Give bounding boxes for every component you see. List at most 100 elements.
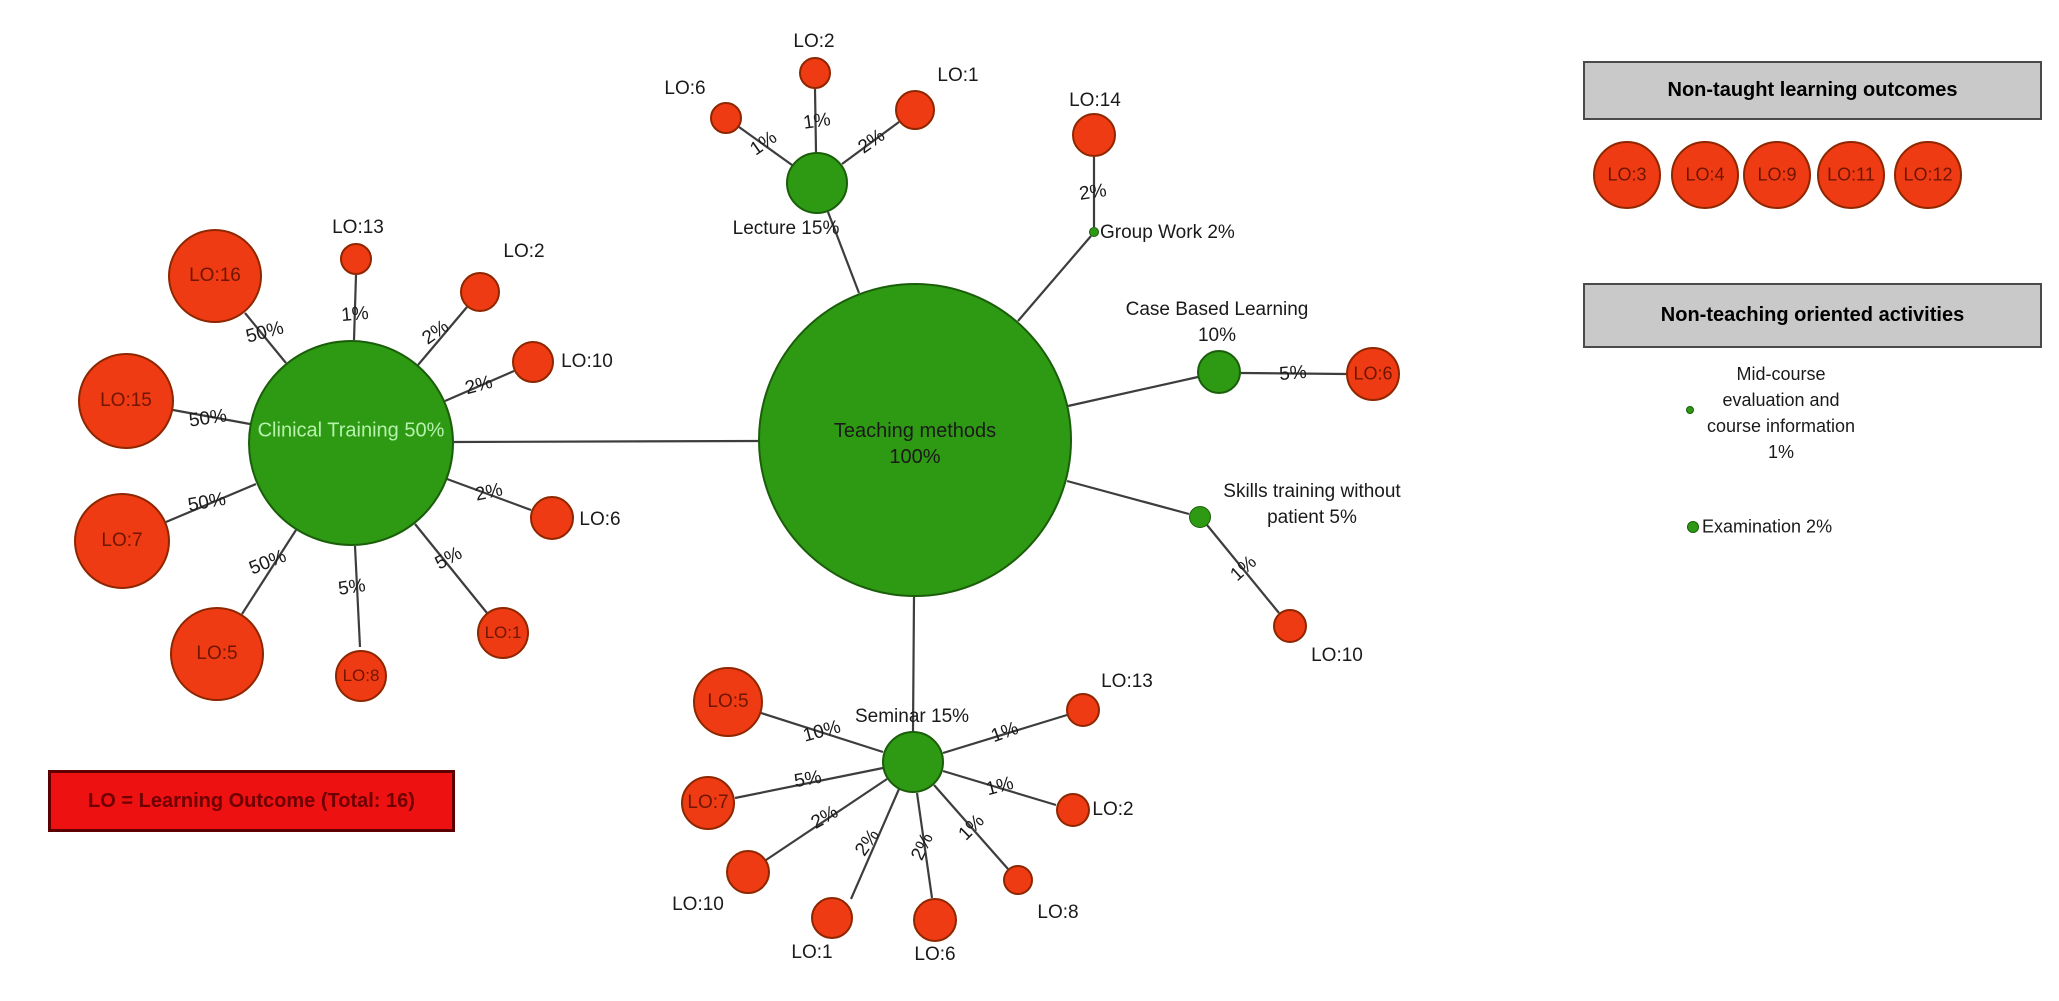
case-based-pct-label: 10% — [1197, 325, 1237, 346]
seminar-sat-lo6 — [913, 898, 957, 942]
clinical-sat-lo15 — [78, 353, 174, 449]
lecture-label: Lecture 15% — [732, 218, 840, 239]
teaching-methods-label-line2: 100% — [889, 446, 941, 468]
clinical-sat-lo7 — [74, 493, 170, 589]
skills-training-node — [1189, 506, 1211, 528]
skills-sat-lo10 — [1273, 609, 1307, 643]
seminar-label: Seminar 15% — [854, 706, 970, 727]
seminar-sat-lo8 — [1003, 865, 1033, 895]
case-based-sat-lo6-pct: 5% — [1278, 361, 1308, 386]
central-edges — [453, 211, 1199, 732]
skills-training-label-line1: Skills training without — [1223, 481, 1401, 502]
seminar-sat-lo5 — [693, 667, 763, 737]
clinical-sat-lo10 — [512, 341, 554, 383]
clinical-sat-lo13-pct: 1% — [340, 302, 370, 327]
clinical-sat-lo1 — [477, 607, 529, 659]
mid-course-dot — [1686, 406, 1694, 414]
seminar-edges — [734, 711, 1068, 900]
seminar-node — [882, 731, 944, 793]
clinical-sat-lo5-label: LO:5 — [196, 643, 238, 664]
seminar-sat-lo13 — [1066, 693, 1100, 727]
legend-circle-lo3 — [1593, 141, 1661, 209]
group-work-sat-lo14-label: LO:14 — [1069, 90, 1121, 111]
legend-circle-lo4-label: LO:4 — [1685, 164, 1725, 185]
lecture-edges — [738, 88, 900, 166]
lecture-sat-lo1-label: LO:1 — [937, 65, 979, 86]
group-work-sat-lo14-pct: 2% — [1077, 180, 1108, 205]
teaching-methods-node — [758, 283, 1072, 597]
clinical-sat-lo16-label: LO:16 — [189, 265, 241, 286]
clinical-sat-lo2 — [460, 272, 500, 312]
legend-circle-lo11 — [1817, 141, 1885, 209]
legend-circle-lo11-label: LO:11 — [1827, 164, 1875, 185]
clinical-edges — [165, 274, 532, 648]
examination-dot — [1687, 521, 1699, 533]
clinical-sat-lo1-label: LO:1 — [484, 623, 522, 642]
teaching-methods-label: Teaching methods 100% — [834, 418, 996, 470]
clinical-sat-lo6-label: LO:6 — [579, 509, 621, 530]
group-work-label: Group Work 2% — [1100, 222, 1235, 243]
seminar-sat-lo2 — [1056, 793, 1090, 827]
mid-course-line4: 1% — [1767, 442, 1795, 462]
clinical-sat-lo10-label: LO:10 — [561, 351, 613, 372]
seminar-sat-lo8-label: LO:8 — [1037, 902, 1079, 923]
clinical-sat-lo6 — [530, 496, 574, 540]
lecture-sat-lo1 — [895, 90, 935, 130]
legend-circle-lo12-label: LO:12 — [1903, 164, 1953, 185]
seminar-sat-lo7-pct: 5% — [792, 766, 824, 793]
group-work-sat-lo14 — [1072, 113, 1116, 157]
case-based-sat-lo6-label: LO:6 — [1353, 363, 1393, 384]
mid-course-line1: Mid-course — [1736, 364, 1826, 384]
note-box: LO = Learning Outcome (Total: 16) — [48, 770, 455, 832]
clinical-sat-lo13-label: LO:13 — [332, 217, 384, 238]
lecture-sat-lo2 — [799, 57, 831, 89]
group-work-node — [1089, 227, 1099, 237]
case-based-node — [1197, 350, 1241, 394]
seminar-sat-lo1-label: LO:1 — [791, 942, 833, 963]
clinical-sat-lo8-label: LO:8 — [342, 666, 380, 685]
lecture-sat-lo6-label: LO:6 — [664, 78, 706, 99]
non-taught-title: Non-taught learning outcomes — [1667, 79, 1958, 101]
clinical-sat-lo2-label: LO:2 — [503, 241, 545, 262]
seminar-sat-lo6-label: LO:6 — [914, 944, 956, 965]
mid-course-line2: evaluation and — [1722, 390, 1840, 410]
clinical-sat-lo13 — [340, 243, 372, 275]
legend-circle-lo9-label: LO:9 — [1757, 164, 1797, 185]
seminar-sat-lo7 — [681, 776, 735, 830]
mid-course-line3: course information — [1706, 416, 1856, 436]
seminar-sat-lo7-label: LO:7 — [687, 792, 729, 813]
non-teaching-title: Non-teaching oriented activities — [1660, 304, 1965, 326]
clinical-sat-lo16 — [168, 229, 262, 323]
seminar-sat-lo10-label: LO:10 — [672, 894, 724, 915]
legend-circle-lo4 — [1671, 141, 1739, 209]
case-based-edges — [1240, 371, 1347, 376]
seminar-sat-lo13-label: LO:13 — [1101, 671, 1153, 692]
clinical-sat-lo5 — [170, 607, 264, 701]
clinical-sat-lo7-label: LO:7 — [101, 530, 143, 551]
clinical-sat-lo8 — [335, 650, 387, 702]
teaching-methods-label-line1: Teaching methods — [833, 420, 997, 442]
clinical-sat-lo15-label: LO:15 — [100, 390, 152, 411]
non-taught-header-box: Non-taught learning outcomes — [1583, 61, 2042, 120]
seminar-sat-lo2-label: LO:2 — [1092, 799, 1134, 820]
lecture-sat-lo6 — [710, 102, 742, 134]
skills-edges — [1206, 524, 1280, 614]
skills-sat-lo10-label: LO:10 — [1311, 645, 1363, 666]
clinical-training-label: Clinical Training 50% — [257, 419, 445, 442]
case-based-sat-lo6 — [1346, 347, 1400, 401]
skills-training-label-line2: patient 5% — [1267, 507, 1357, 528]
case-based-label: Case Based Learning — [1125, 299, 1309, 320]
clinical-sat-lo8-pct: 5% — [336, 575, 367, 600]
lecture-sat-lo2-pct: 1% — [801, 109, 832, 134]
seminar-sat-lo10 — [726, 850, 770, 894]
lecture-sat-lo2-label: LO:2 — [793, 31, 835, 52]
lecture-node — [786, 152, 848, 214]
seminar-sat-lo1 — [811, 897, 853, 939]
legend-circle-lo12 — [1894, 141, 1962, 209]
legend-circle-lo9 — [1743, 141, 1811, 209]
legend-circle-lo3-label: LO:3 — [1607, 164, 1647, 185]
seminar-sat-lo5-label: LO:5 — [707, 691, 749, 712]
non-teaching-header-box: Non-teaching oriented activities — [1583, 283, 2042, 348]
